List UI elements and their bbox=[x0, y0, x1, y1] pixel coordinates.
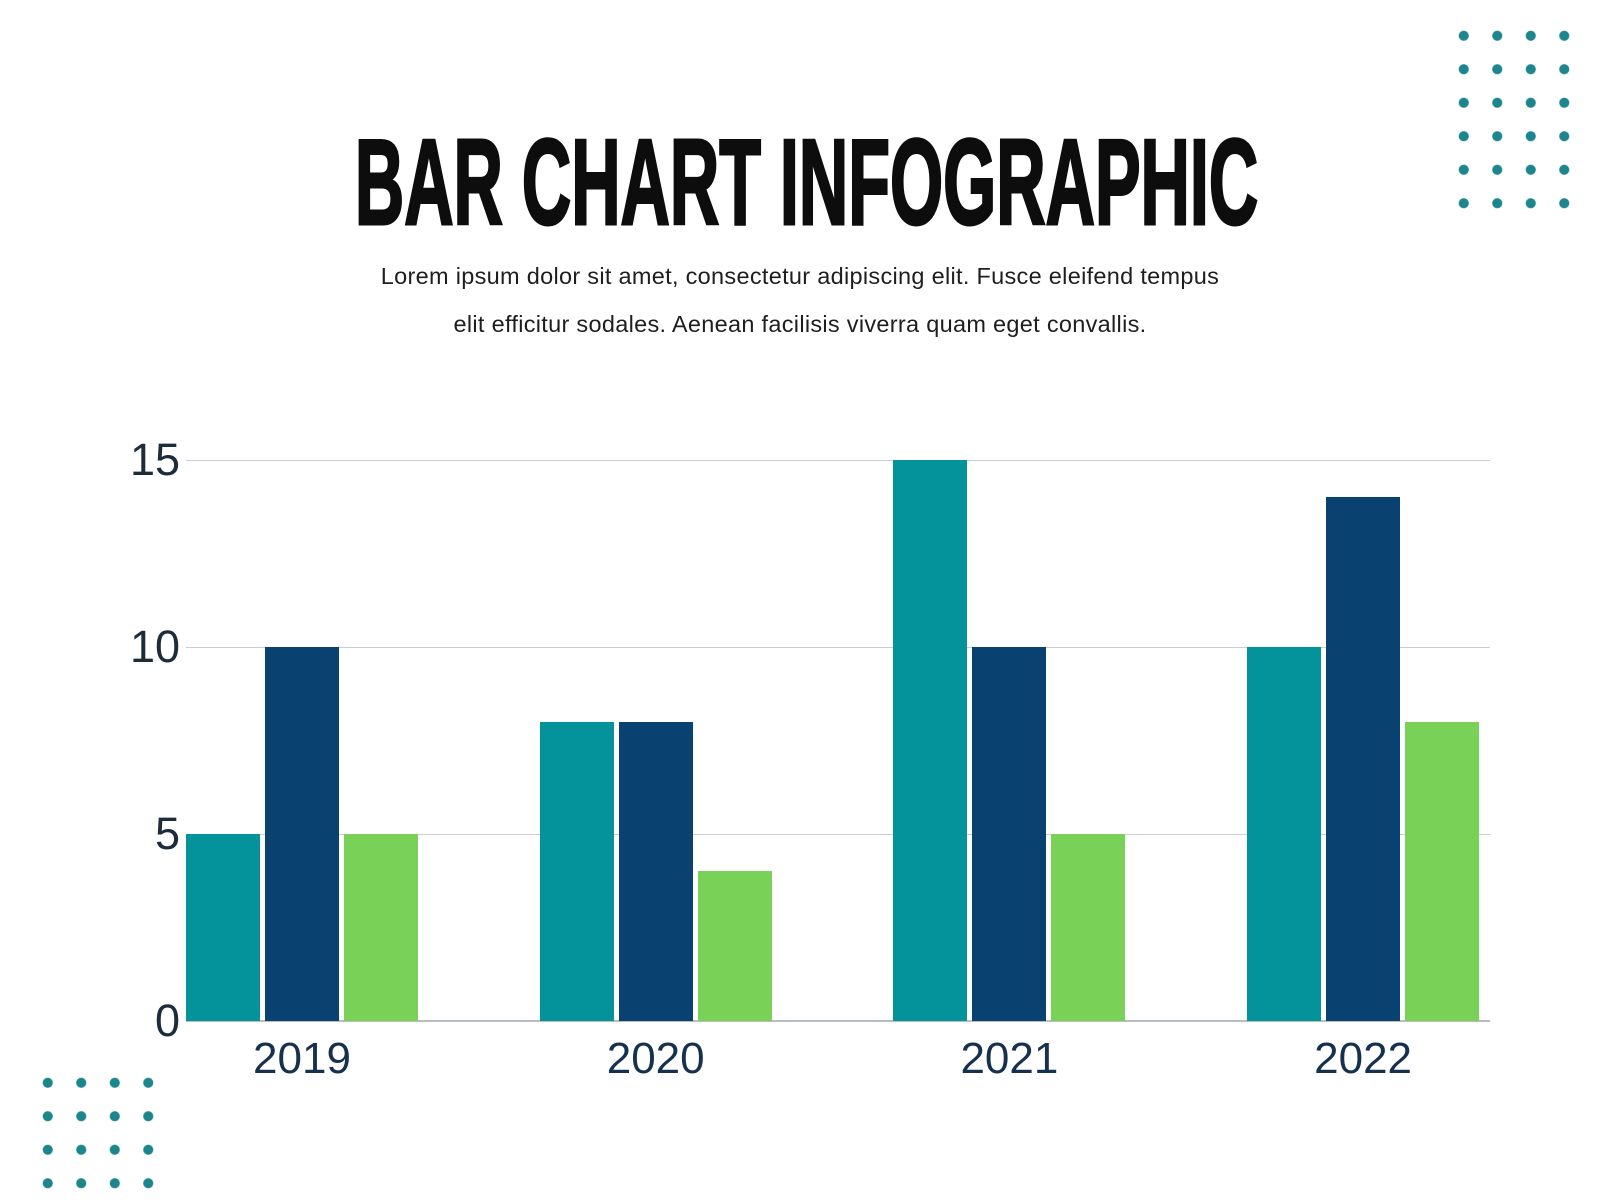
y-axis-tick-15: 15 bbox=[129, 434, 180, 485]
dot-grid-decoration-bottom-left bbox=[31, 1066, 165, 1200]
y-axis-tick-5: 5 bbox=[154, 808, 180, 859]
gridline-y-5 bbox=[186, 834, 1490, 835]
bar-2020-teal-series bbox=[539, 721, 614, 1021]
bar-2022-green-series bbox=[1405, 721, 1480, 1021]
subtitle-line-1: Lorem ipsum dolor sit amet, consectetur … bbox=[380, 263, 1220, 289]
page-subtitle: Lorem ipsum dolor sit amet, consectetur … bbox=[0, 252, 1600, 348]
bar-2019-navy-series bbox=[265, 647, 339, 1021]
x-axis-label-2022: 2022 bbox=[1314, 1034, 1413, 1083]
gridline-y-15 bbox=[186, 460, 1490, 461]
bar-2019-teal-series bbox=[186, 834, 260, 1021]
bar-2020-green-series bbox=[697, 871, 772, 1021]
page-title-text: BAR CHART INFOGRAPHIC bbox=[354, 113, 1259, 252]
x-axis-label-2021: 2021 bbox=[960, 1034, 1059, 1083]
bar-2022-teal-series bbox=[1247, 647, 1322, 1021]
bar-2021-teal-series bbox=[893, 460, 968, 1021]
x-axis-label-2020: 2020 bbox=[606, 1034, 705, 1083]
bar-2022-navy-series bbox=[1326, 497, 1401, 1021]
bar-2021-green-series bbox=[1051, 834, 1126, 1021]
bar-2019-green-series bbox=[344, 834, 418, 1021]
bar-2021-navy-series bbox=[972, 647, 1047, 1021]
subtitle-line-2: elit efficitur sodales. Aenean facilisis… bbox=[453, 311, 1147, 337]
bar-2020-navy-series bbox=[618, 721, 693, 1021]
y-axis-tick-0: 0 bbox=[154, 995, 180, 1046]
y-axis-tick-10: 10 bbox=[129, 621, 180, 672]
gridline-y-0 bbox=[186, 1020, 1490, 1022]
gridline-y-10 bbox=[186, 647, 1490, 648]
x-axis-label-2019: 2019 bbox=[253, 1034, 351, 1083]
page-title: BAR CHART INFOGRAPHIC bbox=[0, 112, 1600, 252]
dot-grid-decoration-top-right bbox=[1447, 19, 1581, 220]
